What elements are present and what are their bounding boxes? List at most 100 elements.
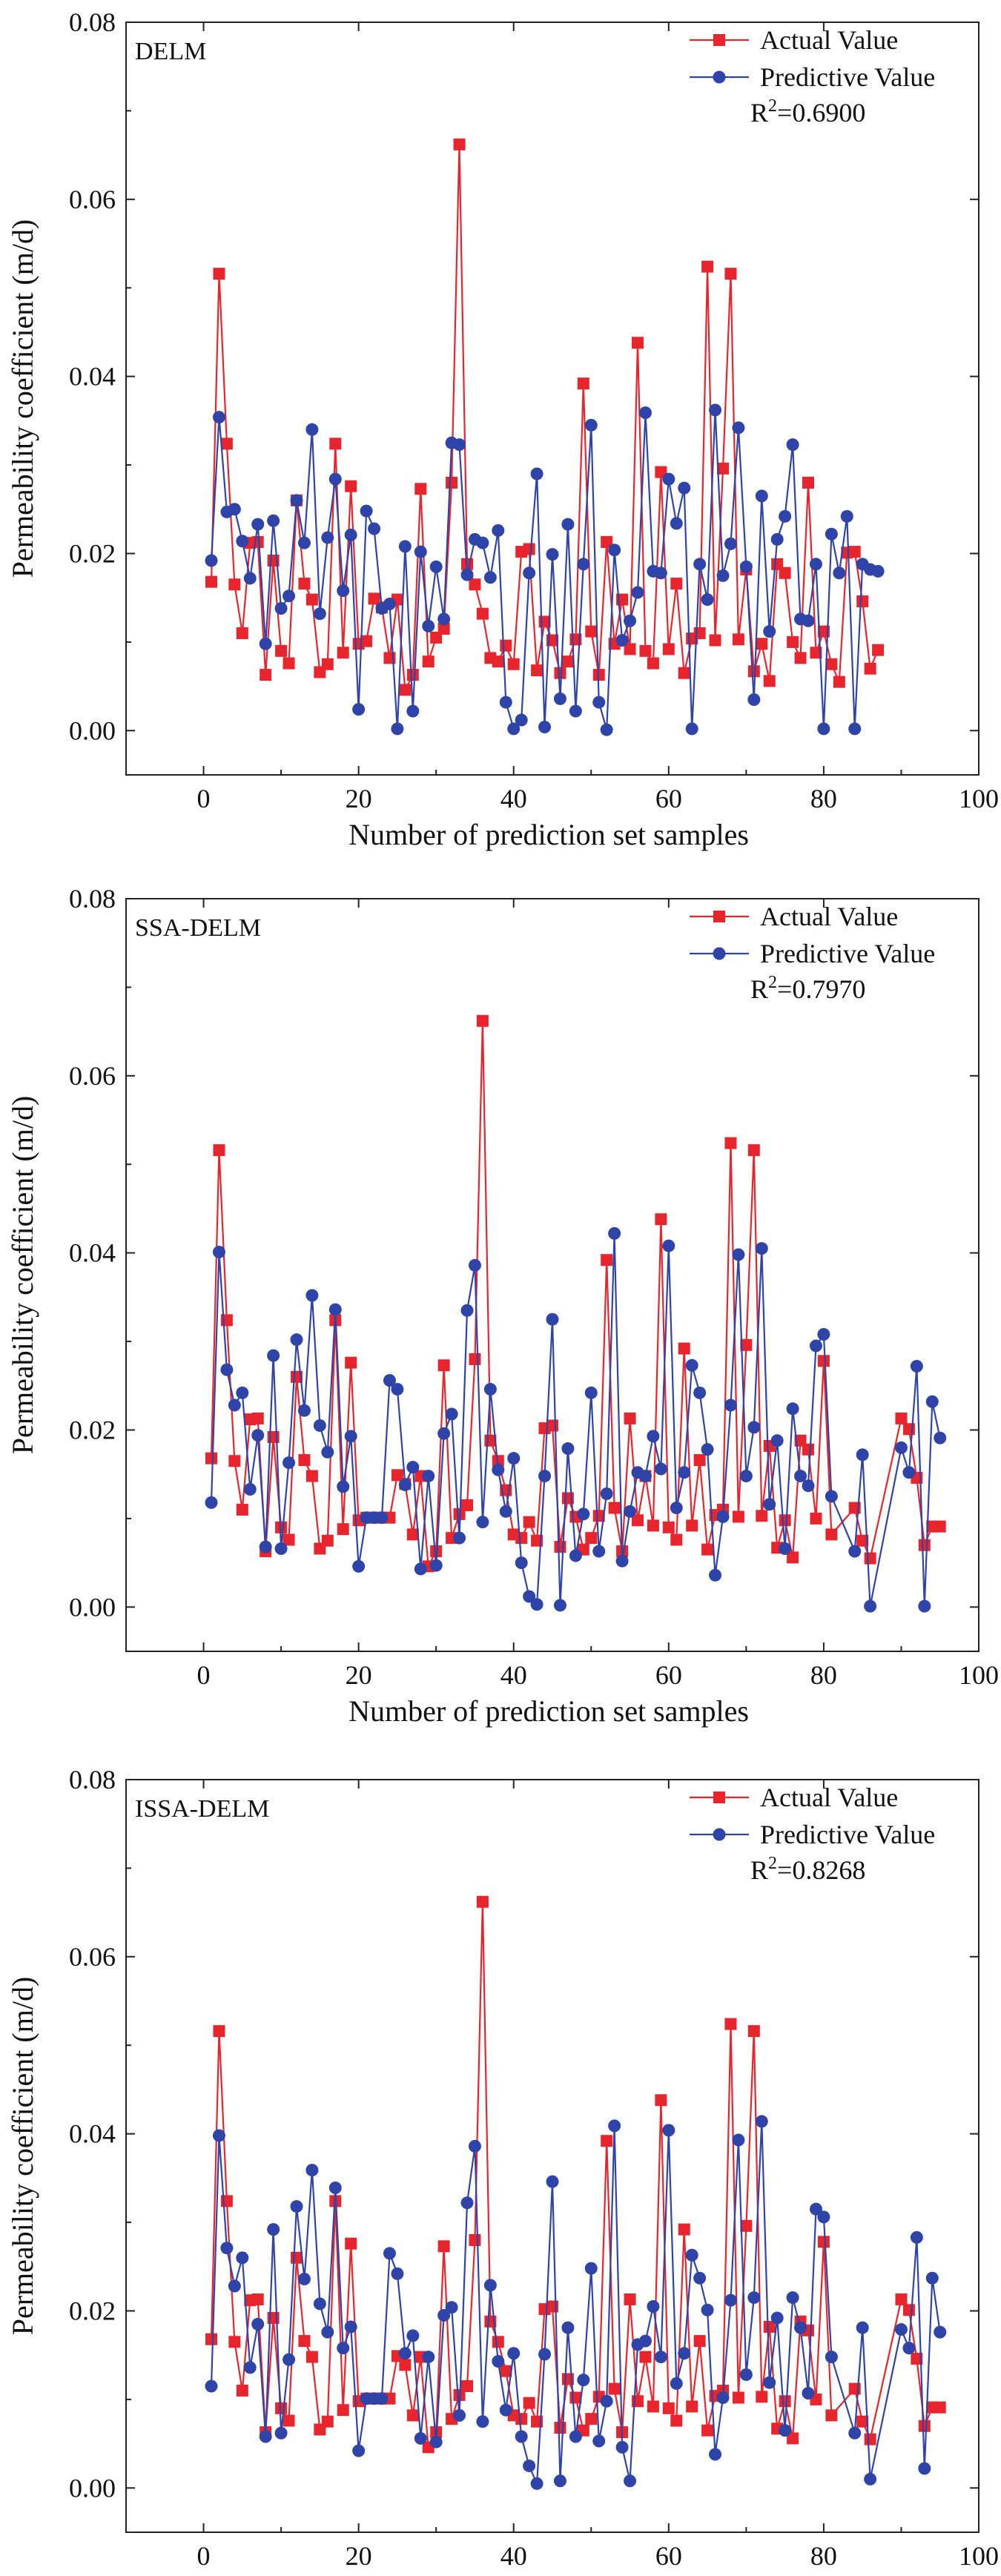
data-point-predictive [631,586,644,599]
data-point-actual [872,644,885,656]
data-point-predictive [724,2293,737,2307]
legend-label-actual: Actual Value [760,1783,898,1812]
data-point-actual [329,437,342,450]
data-point-predictive [406,2329,420,2342]
data-point-predictive [779,1542,792,1555]
data-point-actual [345,1356,357,1369]
data-point-actual [655,1213,667,1226]
data-point-actual [902,2304,915,2316]
data-point-predictive [398,540,412,553]
data-point-actual [601,2135,613,2147]
data-point-actual [275,644,288,657]
data-point-predictive [251,2317,265,2331]
data-point-predictive [321,531,334,544]
data-point-predictive [429,560,443,573]
data-point-predictive [429,2435,443,2448]
data-point-actual [492,2336,504,2348]
data-point-predictive [934,2325,947,2339]
series-line-actual [210,1901,940,2451]
panel-label: DELM [135,38,206,65]
data-point-actual [251,535,264,548]
data-point-predictive [802,614,815,627]
data-point-actual [205,1452,217,1464]
data-point-predictive [685,2248,698,2262]
data-point-actual [251,2293,264,2305]
data-point-actual [825,1528,838,1541]
data-point-predictive [259,637,272,650]
data-point-actual [701,1543,714,1556]
data-point-actual [724,2018,737,2030]
data-point-predictive [523,567,536,580]
data-point-actual [461,1499,473,1511]
data-point-actual [298,1454,311,1467]
data-point-predictive [670,517,683,530]
data-point-predictive [817,722,830,736]
data-point-actual [787,635,799,648]
data-point-predictive [577,2374,590,2387]
data-point-actual [283,657,295,670]
data-point-actual [802,476,814,489]
x-tick-label: 0 [197,784,211,813]
data-point-predictive [608,544,621,557]
data-point-predictive [391,1383,404,1396]
y-tick-label: 0.04 [69,2119,116,2149]
data-point-predictive [267,514,280,527]
data-point-predictive [786,1402,799,1416]
data-point-predictive [809,2202,822,2216]
data-point-predictive [337,1480,350,1493]
data-point-predictive [228,2279,241,2293]
data-point-actual [453,138,466,151]
data-point-actual [523,1516,535,1528]
data-point-actual [724,268,737,280]
data-point-predictive [709,403,722,417]
data-point-actual [608,2382,621,2395]
data-point-predictive [701,593,714,607]
x-tick-label: 40 [500,784,527,813]
data-point-predictive [739,560,753,573]
data-point-predictive [507,722,521,736]
data-point-predictive [546,2175,559,2188]
data-point-actual [437,1359,450,1372]
y-tick-label: 0.00 [69,2473,116,2503]
data-point-actual [298,2335,311,2348]
data-point-predictive [212,1245,225,1258]
data-point-predictive [499,1505,512,1518]
data-point-predictive [305,423,319,436]
data-point-predictive [825,1490,838,1503]
data-point-actual [864,2433,876,2445]
data-point-actual [337,2404,349,2417]
data-point-predictive [701,1443,714,1456]
data-point-predictive [267,1349,280,1362]
chart-panel-delm: 0 20 40 60 80 100 0.00 0.02 0.04 0.06 0.08 Number o… [6,7,999,851]
data-point-predictive [747,2291,761,2305]
data-point-predictive [615,1554,629,1568]
data-point-actual [577,377,589,390]
data-point-predictive [755,2115,768,2128]
data-point-actual [662,643,675,655]
data-point-predictive [670,2377,683,2390]
data-point-actual [670,1533,683,1546]
data-point-predictive [569,704,582,718]
data-point-predictive [817,2210,830,2224]
legend-marker-predictive [713,70,726,84]
data-point-actual [251,1412,264,1424]
data-point-predictive [483,571,497,584]
data-point-actual [430,1545,443,1558]
y-tick-label: 0.02 [69,2296,116,2325]
y-tick-label: 0.08 [69,1765,116,1794]
data-point-predictive [236,2251,249,2265]
data-point-predictive [429,1559,443,1572]
data-point-predictive [391,722,404,736]
data-point-actual [360,635,373,647]
y-tick-label: 0.02 [69,1415,116,1444]
data-point-actual [321,1534,334,1547]
data-point-actual [624,643,636,655]
data-point-predictive [786,2291,799,2305]
data-point-predictive [894,2323,908,2336]
data-point-predictive [577,1507,590,1521]
data-point-predictive [483,2279,497,2292]
data-point-predictive [313,2297,326,2311]
data-point-actual [291,2251,303,2264]
